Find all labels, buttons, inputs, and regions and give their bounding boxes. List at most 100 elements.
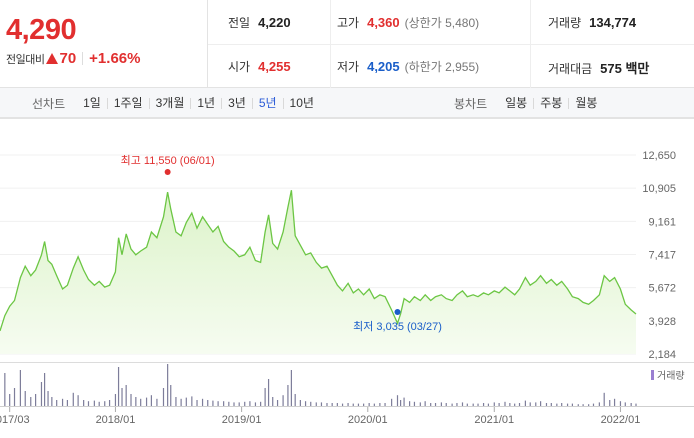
volume-bar: [379, 403, 381, 406]
line-chart-tabs: 선차트 1일 1주일 3개월 1년 3년 5년 10년: [32, 88, 320, 118]
volume-bar: [315, 402, 317, 406]
open-cell: 시가 4,255: [228, 58, 291, 75]
volume-bar: [504, 401, 506, 406]
volume-bar: [223, 401, 225, 406]
volume-bar: [391, 398, 393, 406]
volume-bar: [290, 370, 292, 406]
tab-3m[interactable]: 3개월: [148, 97, 191, 109]
volume-cell: 거래량 134,774: [548, 14, 636, 31]
tab-monthly[interactable]: 월봉: [568, 97, 603, 109]
volume-bar: [175, 397, 177, 406]
volume-bar: [66, 400, 69, 406]
volume-bar: [456, 403, 458, 406]
x-tick-label: 2018/01: [96, 414, 136, 426]
volume-bar: [582, 404, 584, 406]
volume-bar: [87, 401, 90, 406]
change-label: 전일대비: [6, 53, 45, 66]
volume-bar: [472, 403, 474, 406]
volume-bar: [373, 403, 375, 406]
amount-label: 거래대금: [548, 62, 593, 76]
volume-bar: [294, 394, 296, 406]
prev-close-cell: 전일 4,220: [228, 14, 291, 31]
volume-bar: [267, 379, 270, 406]
volume-bar: [535, 402, 537, 406]
volume-bar: [440, 402, 442, 406]
volume-bar: [493, 402, 495, 406]
volume-bar: [310, 401, 312, 406]
chart-tabs-bar: 선차트 1일 1주일 3개월 1년 3년 5년 10년 봉차트 일봉 주봉 월봉: [0, 88, 694, 118]
amount-cell: 거래대금 575 백만: [548, 58, 649, 77]
tab-1w[interactable]: 1주일: [106, 97, 149, 109]
low-cell: 저가 4,205 (하한가 2,955): [337, 58, 479, 75]
volume-bar: [363, 403, 365, 406]
volume-bar: [550, 403, 552, 406]
volume-bar: [326, 403, 328, 406]
volume-bar: [249, 401, 251, 406]
volume-bar: [400, 400, 402, 406]
change-row: 전일대비 70 +1.66%: [6, 50, 140, 67]
volume-bar: [24, 391, 26, 406]
volume-bar: [196, 400, 198, 406]
volume-bar: [4, 373, 6, 406]
volume-bar: [13, 388, 16, 406]
y-tick-label: 9,161: [648, 216, 676, 228]
volume-bar: [264, 388, 266, 406]
volume-bar: [35, 394, 37, 406]
volume-bar: [413, 401, 416, 406]
min-point-marker: [394, 309, 401, 315]
x-tick-label: 2017/03: [0, 414, 30, 426]
volume-bar: [156, 398, 158, 406]
volume-bar: [498, 403, 500, 406]
volume-bar: [117, 367, 120, 406]
volume-bar: [424, 401, 426, 406]
volume-bar: [304, 401, 307, 406]
volume-bar: [233, 402, 235, 406]
volume-bar: [635, 403, 637, 406]
volume-bar: [254, 402, 257, 406]
volume-bar: [598, 402, 600, 406]
volume-bar: [244, 401, 246, 406]
volume-bar: [352, 403, 354, 406]
volume-bar: [108, 400, 111, 406]
lower-limit: (하한가 2,955): [404, 60, 480, 74]
volume-bar: [47, 391, 49, 406]
volume-bar: [445, 403, 447, 406]
tab-3y[interactable]: 3년: [221, 97, 252, 109]
amount-value: 575 백만: [600, 61, 650, 76]
volume-bar: [30, 397, 32, 406]
volume-bar: [545, 403, 548, 406]
price-chart-svg: 12,650 10,905 9,161 7,417 5,672 3,928 2,184 201…: [0, 118, 694, 426]
tab-weekly[interactable]: 주봉: [533, 97, 568, 109]
volume-bar: [592, 403, 595, 406]
volume-bar: [451, 403, 453, 406]
change-percent: +1.66%: [89, 50, 141, 67]
prev-close-value: 4,220: [258, 15, 291, 30]
tab-5y[interactable]: 5년: [251, 97, 283, 109]
candle-chart-tabs: 봉차트 일봉 주봉 월봉: [454, 88, 603, 118]
volume-bar: [624, 402, 626, 406]
prev-close-label: 전일: [228, 16, 251, 30]
volume-bar: [529, 402, 531, 406]
volume-bar: [461, 402, 464, 406]
volume-bar: [140, 398, 142, 406]
volume-bar: [477, 403, 479, 406]
volume-bar: [125, 385, 127, 406]
price-chart: 12,650 10,905 9,161 7,417 5,672 3,928 2,184 201…: [0, 118, 694, 438]
volume-bar: [357, 403, 360, 406]
volume-bar: [170, 385, 172, 406]
tab-daily[interactable]: 일봉: [505, 95, 528, 110]
volume-bar: [61, 398, 64, 406]
volume-bar: [104, 401, 106, 406]
volume-bar: [331, 403, 333, 406]
volume-bar: [630, 403, 632, 406]
tab-1d[interactable]: 1일: [83, 95, 101, 110]
volume-bar: [341, 403, 344, 406]
volume-bar: [191, 396, 193, 406]
divider: [208, 44, 694, 45]
tab-10y[interactable]: 10년: [282, 97, 320, 109]
tab-1y[interactable]: 1년: [190, 97, 221, 109]
divider: [82, 52, 84, 65]
volume-bar: [430, 403, 432, 406]
volume-bar: [609, 400, 611, 406]
high-value: 4,360: [367, 15, 400, 30]
